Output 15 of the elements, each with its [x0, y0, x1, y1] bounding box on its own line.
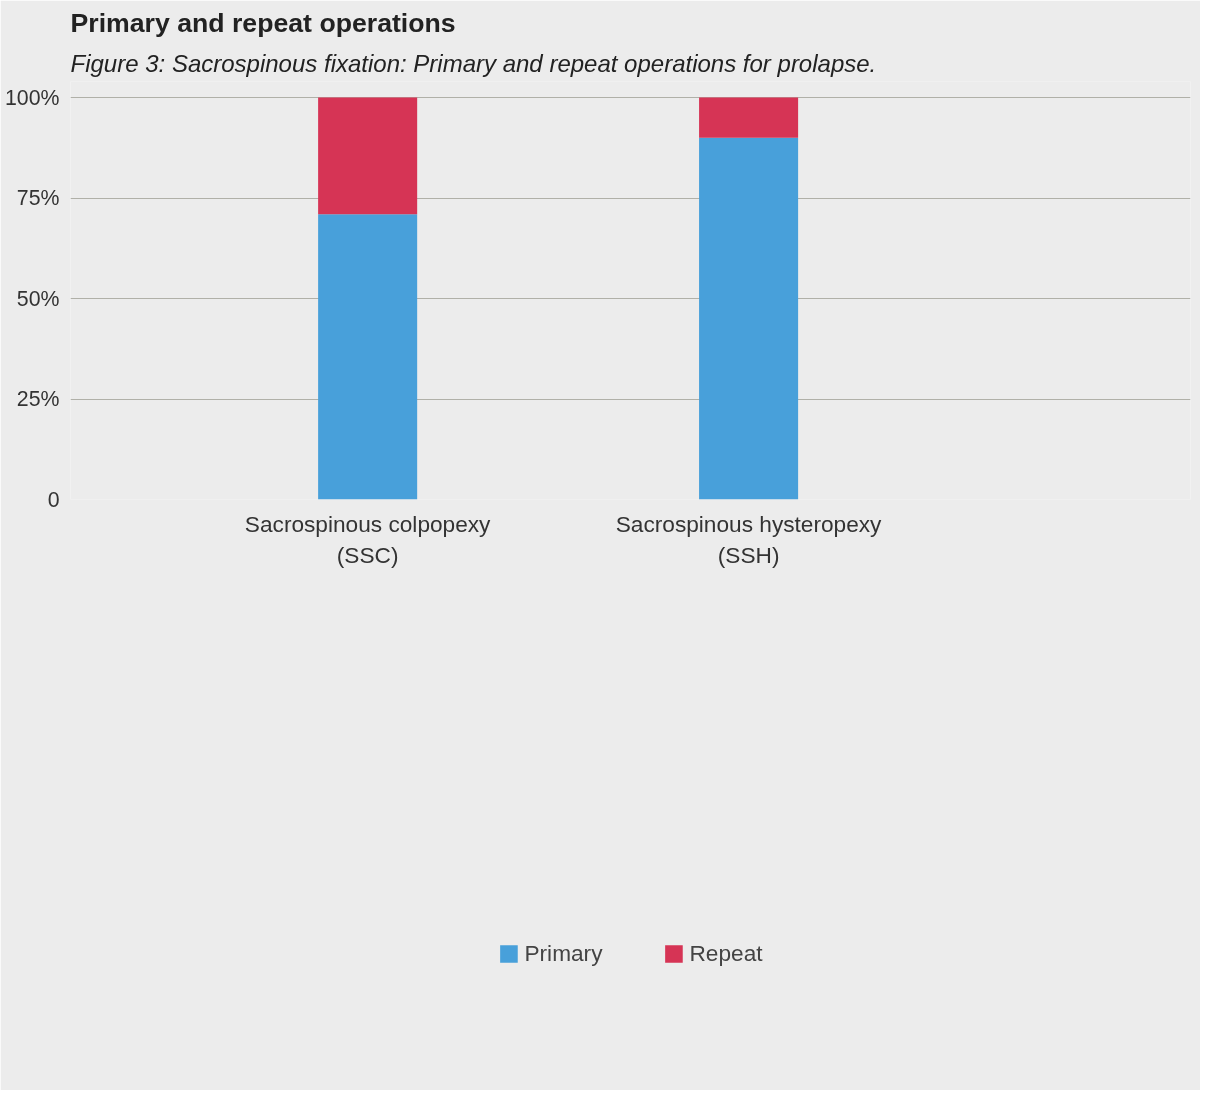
bar — [318, 97, 418, 215]
y-tick-label: 100% — [4, 85, 60, 110]
bar — [699, 137, 799, 500]
x-tick-label: Sacrospinous hysteropexy (SSH) — [615, 510, 883, 568]
y-tick-label: 50% — [16, 286, 60, 311]
y-tick-label: 0 — [47, 487, 60, 512]
bar — [318, 214, 418, 500]
chart-title: Figure 3: Sacrospinous fixation: Primary and repeat operations for prolapse. — [70, 49, 877, 77]
chart-subtitle: Primary and repeat operations — [70, 7, 456, 38]
x-tick-label: Sacrospinous colpopexy (SSC) — [244, 510, 492, 568]
bar — [699, 97, 799, 138]
y-tick-label: 75% — [16, 186, 60, 211]
y-tick-label: 25% — [16, 387, 60, 412]
legend-label: Repeat — [689, 939, 763, 967]
legend-label: Primary — [524, 939, 603, 967]
